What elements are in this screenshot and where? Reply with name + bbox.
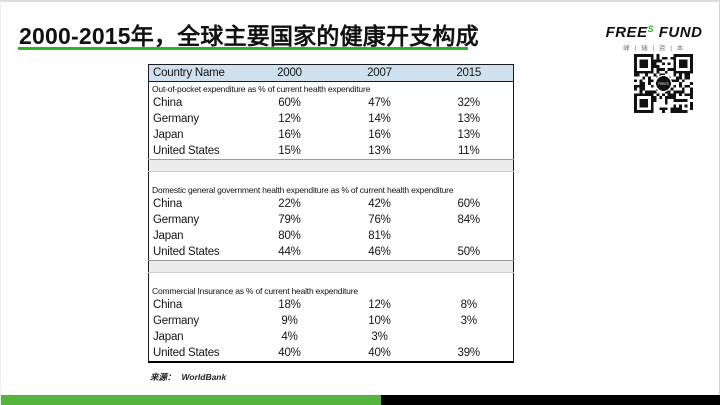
table-body: Out-of-pocket expenditure as % of curren… [148,82,514,363]
logo-fund: FUND [658,24,703,41]
table-row: China 22% 42% 60% [149,196,514,212]
country-cell: Germany [153,113,199,125]
expenditure-table: Country Name 2000 2007 2015 Out-of-pocket e… [148,64,514,363]
value-cell: 76% [368,214,391,226]
spacer-cell [148,272,514,284]
value-cell: 46% [368,246,391,258]
value-cell: 40% [278,347,301,359]
value-cell: 81% [368,230,391,242]
table-row: Germany 79% 76% 84% [149,212,514,228]
svg-text:FREES: FREES [658,82,670,86]
column-header-year: 2007 [334,64,425,82]
country-cell: Japan [153,230,184,242]
value-cell: 13% [368,145,391,157]
table-container: Country Name 2000 2007 2015 Out-of-pocket e… [148,64,514,363]
value-cell: 4% [281,331,298,343]
value-cell: 15% [278,145,301,157]
spacer-gray-row [148,159,514,172]
value-cell: 3% [460,315,477,327]
spacer-cell [148,171,514,183]
value-cell: 44% [278,246,301,258]
country-cell: Germany [153,214,199,226]
country-cell: United States [153,246,220,258]
logo-free: FREE [605,24,648,41]
value-cell: 47% [368,97,391,109]
logo-subtitle: 峰 | 瑞 | 资 | 本 [623,45,685,52]
spacer-gray-row [148,260,514,273]
source-value: WorldBank [181,372,227,382]
source-label: 来源： [150,372,176,382]
table-row: Japan 16% 16% 13% [149,127,514,143]
spacer-white-row [148,272,514,284]
bottom-bar-black [381,395,720,405]
value-cell: 9% [281,315,298,327]
country-cell: United States [153,145,220,157]
country-cell: China [153,299,183,311]
value-cell: 39% [457,347,481,359]
value-cell: 60% [278,97,301,109]
table-row: Germany 9% 10% 3% [149,313,514,329]
value-cell: 42% [368,198,391,210]
page-title: 2000-2015年，全球主要国家的健康开支构成 [19,23,479,49]
value-cell: 22% [278,198,301,210]
value-cell: 3% [371,331,388,343]
table-row: United States 44% 46% 50% [149,244,514,261]
value-cell: 10% [368,315,391,327]
country-cell: Japan [153,129,184,141]
table-row: United States 15% 13% 11% [149,143,514,160]
value-cell: 32% [457,97,481,109]
section-label-row: Domestic general government health expen… [149,183,514,196]
bottom-bar-green [1,395,381,405]
country-cell: United States [153,347,220,359]
column-header-year: 2015 [424,64,514,82]
spacer-cell [148,159,514,172]
spacer-cell [148,260,514,273]
logo-sup: S [647,24,655,34]
column-header-country: Country Name [148,64,245,82]
value-cell: 50% [457,246,481,258]
qr-code-icon: FREES [634,54,693,113]
value-cell: 8% [460,299,477,311]
value-cell: 60% [457,198,481,210]
table-head: Country Name 2000 2007 2015 [148,64,514,82]
logo: FREES FUND 峰 | 瑞 | 资 | 本 [599,24,709,52]
section-label-row: Commercial Insurance as % of current hea… [149,284,514,297]
value-cell [425,329,514,345]
country-cell: Japan [153,331,184,343]
source-line: 来源： WorldBank [150,371,226,383]
value-cell: 11% [457,145,480,157]
table-row: Japan 80% 81% [149,228,514,244]
table-header-row: Country Name 2000 2007 2015 [148,64,514,82]
value-cell [425,228,514,244]
value-cell: 80% [278,230,301,242]
country-cell: Germany [153,315,199,327]
column-header-year: 2000 [244,64,335,82]
value-cell: 40% [368,347,391,359]
section-label-row: Out-of-pocket expenditure as % of curren… [149,82,514,96]
table-row: China 60% 47% 32% [149,95,514,111]
value-cell: 16% [278,129,301,141]
section-label: Domestic general government health expen… [152,184,454,195]
section-label: Commercial Insurance as % of current hea… [152,285,358,296]
value-cell: 13% [457,129,481,141]
value-cell: 14% [368,113,391,125]
logo-wordmark: FREES FUND [599,24,709,41]
value-cell: 84% [457,214,481,226]
table-row: Germany 12% 14% 13% [149,111,514,127]
section-label: Out-of-pocket expenditure as % of curren… [152,83,371,94]
spacer-white-row [148,171,514,183]
value-cell: 79% [278,214,301,226]
table-row: United States 40% 40% 39% [149,345,514,362]
country-cell: China [153,97,183,109]
value-cell: 12% [368,299,391,311]
country-cell: China [153,198,183,210]
value-cell: 12% [278,113,301,125]
table-row: China 18% 12% 8% [149,297,514,313]
table-row: Japan 4% 3% [149,329,514,345]
value-cell: 16% [368,129,391,141]
title-underline [18,47,468,50]
value-cell: 13% [457,113,481,125]
value-cell: 18% [278,299,301,311]
